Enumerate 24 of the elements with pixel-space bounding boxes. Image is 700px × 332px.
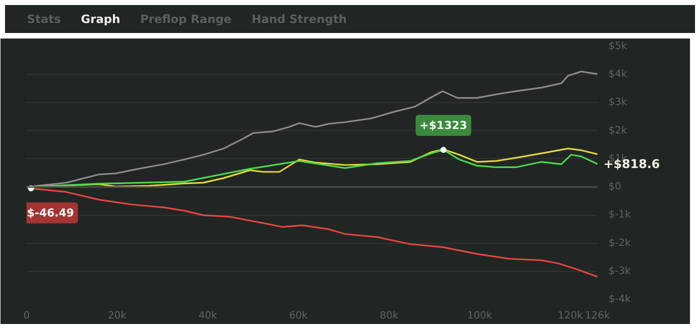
x-tick-label: 100k bbox=[467, 310, 492, 322]
y-tick-label: $-4k bbox=[608, 294, 631, 305]
y-tick-label: $-2k bbox=[608, 238, 631, 249]
x-tick-label: 40k bbox=[198, 310, 218, 322]
x-tick-label: 120k bbox=[558, 310, 583, 322]
y-tick-label: $-3k bbox=[608, 266, 631, 277]
x-tick-label: 60k bbox=[289, 310, 308, 322]
y-tick-label: $4k bbox=[608, 69, 628, 80]
y-tick-label: $2k bbox=[608, 125, 628, 136]
x-tick-label: 20k bbox=[108, 310, 127, 322]
text: Graph bbox=[80, 12, 120, 26]
x-tick-label: 80k bbox=[380, 310, 399, 322]
annotation: $-46.49 bbox=[27, 206, 74, 220]
line-series bbox=[26, 185, 598, 278]
text: Stats bbox=[27, 12, 61, 26]
y-tick-label: $3k bbox=[608, 97, 628, 108]
text: Hand Strength bbox=[252, 12, 347, 26]
x-tick-label: 0 bbox=[23, 310, 30, 322]
y-tick-label: $5k bbox=[608, 41, 628, 52]
text: Preflop Range bbox=[140, 12, 232, 26]
x-tick-label: 126k bbox=[585, 310, 610, 322]
y-tick-label: $0 bbox=[608, 182, 622, 193]
annotation: +$1323 bbox=[420, 118, 468, 132]
y-tick-label: $-1k bbox=[608, 210, 631, 221]
